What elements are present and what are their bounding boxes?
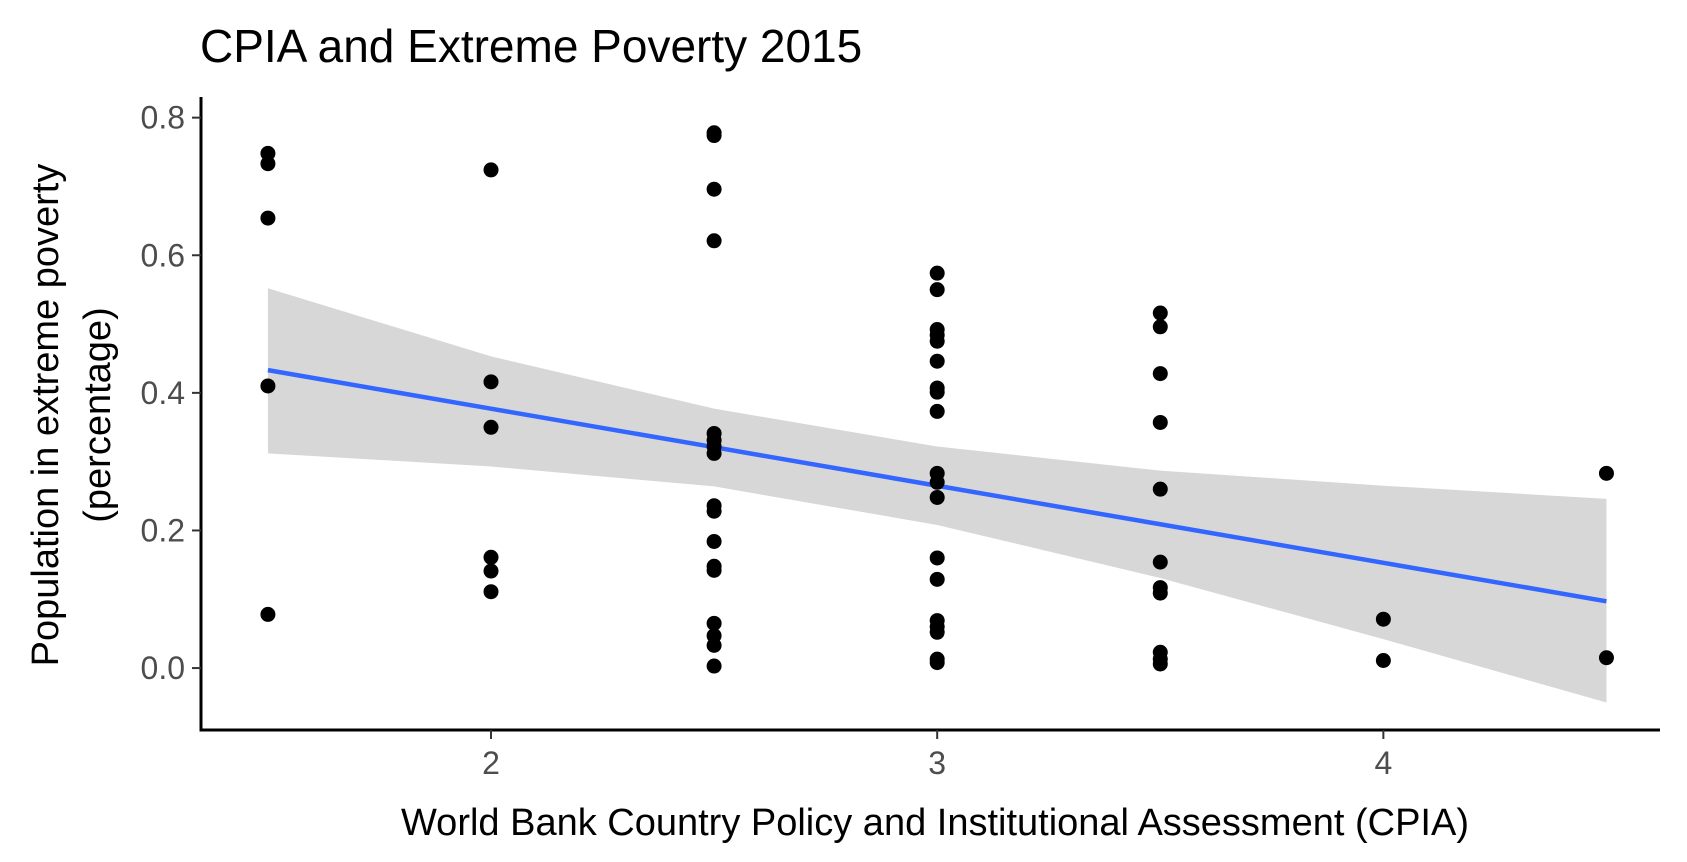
data-point bbox=[260, 145, 276, 161]
chart-title: CPIA and Extreme Poverty 2015 bbox=[200, 20, 862, 72]
data-point bbox=[706, 562, 722, 578]
data-point bbox=[260, 378, 276, 394]
y-tick-label: 0.4 bbox=[141, 375, 185, 411]
data-point bbox=[1152, 656, 1168, 672]
data-point bbox=[260, 156, 276, 172]
y-tick-label: 0.6 bbox=[141, 237, 185, 273]
data-point bbox=[483, 419, 499, 435]
y-tick-label: 0.8 bbox=[141, 100, 185, 136]
data-point bbox=[1152, 366, 1168, 382]
data-point bbox=[1152, 414, 1168, 430]
data-point bbox=[706, 445, 722, 461]
data-point bbox=[1375, 653, 1391, 669]
y-axis-title-line-1: Population in extreme poverty bbox=[25, 164, 67, 667]
data-point bbox=[1598, 465, 1614, 481]
y-tick-label: 0.0 bbox=[141, 650, 185, 686]
data-point bbox=[483, 563, 499, 579]
data-point bbox=[483, 374, 499, 390]
data-point bbox=[929, 550, 945, 566]
data-point bbox=[1152, 305, 1168, 321]
x-axis-title: World Bank Country Policy and Institutio… bbox=[401, 802, 1469, 844]
data-point bbox=[1152, 554, 1168, 570]
x-axis-ticks: 2 3 4 bbox=[482, 730, 1392, 781]
data-points-layer bbox=[260, 125, 1614, 674]
y-tick-label: 0.2 bbox=[141, 512, 185, 548]
data-point bbox=[706, 233, 722, 249]
data-point bbox=[260, 210, 276, 226]
data-point bbox=[929, 571, 945, 587]
data-point bbox=[706, 615, 722, 631]
x-tick-label: 3 bbox=[928, 745, 946, 781]
plot-area bbox=[260, 125, 1614, 703]
data-point bbox=[706, 533, 722, 549]
y-axis-ticks: 0.0 0.2 0.4 0.6 0.8 bbox=[141, 100, 201, 686]
data-point bbox=[1375, 611, 1391, 627]
data-point bbox=[929, 384, 945, 400]
data-point bbox=[706, 658, 722, 674]
data-point bbox=[706, 503, 722, 519]
data-point bbox=[483, 162, 499, 178]
data-point bbox=[929, 624, 945, 640]
data-point bbox=[1598, 650, 1614, 666]
data-point bbox=[483, 584, 499, 600]
data-point bbox=[706, 128, 722, 144]
data-point bbox=[1152, 481, 1168, 497]
data-point bbox=[929, 353, 945, 369]
data-point bbox=[929, 474, 945, 490]
y-axis-title-line-2: (percentage) bbox=[77, 307, 119, 522]
data-point bbox=[929, 403, 945, 419]
data-point bbox=[706, 637, 722, 653]
data-point bbox=[483, 549, 499, 565]
data-point bbox=[1152, 319, 1168, 335]
data-point bbox=[929, 489, 945, 505]
x-tick-label: 4 bbox=[1374, 745, 1392, 781]
data-point bbox=[260, 606, 276, 622]
data-point bbox=[1152, 585, 1168, 601]
data-point bbox=[929, 265, 945, 281]
data-point bbox=[929, 655, 945, 671]
data-point bbox=[929, 333, 945, 349]
data-point bbox=[706, 181, 722, 197]
x-tick-label: 2 bbox=[482, 745, 500, 781]
data-point bbox=[929, 282, 945, 298]
